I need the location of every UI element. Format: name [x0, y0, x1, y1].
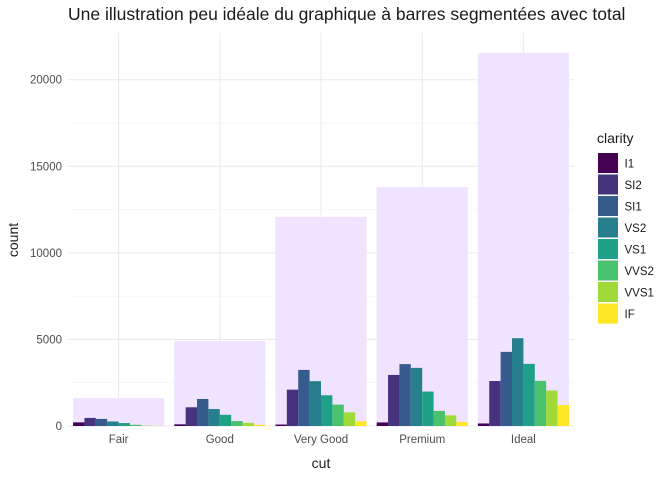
bar-very-good-si1	[298, 369, 310, 426]
bar-good-si1	[197, 398, 209, 426]
bar-fair-vs2	[107, 421, 119, 426]
bar-ideal-vvs2	[534, 380, 547, 426]
bar-good-vs2	[208, 409, 220, 426]
y-axis-title: count	[5, 223, 21, 257]
bar-premium-vs1	[422, 391, 434, 426]
bar-very-good-i1	[275, 424, 287, 426]
bar-ideal-vvs1	[546, 390, 558, 426]
bar-premium-si2	[388, 374, 400, 426]
legend-key-vvs2	[598, 260, 618, 281]
series-bars	[73, 338, 569, 426]
legend-title: clarity	[597, 130, 634, 146]
legend-key-vs2	[598, 217, 618, 238]
bar-good-vvs1	[242, 422, 254, 426]
bar-very-good-vs2	[309, 381, 321, 426]
legend-label-si1: SI1	[625, 201, 642, 213]
bar-ideal-si2	[489, 381, 501, 426]
bar-premium-vvs1	[444, 415, 457, 426]
x-axis-title: cut	[312, 455, 331, 471]
bar-premium-si1	[399, 364, 411, 426]
bar-premium-i1	[376, 422, 389, 426]
x-tick-label-premium: Premium	[399, 434, 445, 446]
x-tick-label-ideal: Ideal	[511, 434, 536, 446]
bar-good-i1	[174, 424, 186, 426]
bar-ideal-i1	[477, 423, 490, 426]
legend-key-si2	[598, 174, 618, 195]
legend-label-if: IF	[625, 309, 635, 321]
x-tick-label-good: Good	[206, 434, 234, 446]
legend-label-vs2: VS2	[625, 223, 647, 235]
bar-very-good-vs1	[321, 395, 333, 426]
bar-good-if	[253, 424, 266, 426]
bar-very-good-if	[355, 421, 367, 426]
bar-premium-vvs2	[433, 410, 445, 426]
bar-fair-si2	[84, 417, 96, 426]
bar-good-vvs2	[231, 421, 243, 426]
x-tick-label-fair: Fair	[109, 434, 129, 446]
legend-label-i1: I1	[625, 158, 635, 170]
bar-good-vs1	[219, 414, 232, 426]
bar-fair-si1	[95, 418, 108, 426]
legend-label-vvs1: VVS1	[625, 287, 654, 299]
bar-very-good-vvs2	[332, 404, 344, 426]
bar-premium-vs2	[410, 367, 423, 426]
bar-ideal-if	[557, 405, 569, 426]
y-axis-ticks: 0 5000 10000 15000 20000	[30, 75, 62, 433]
chart-title: Une illustration peu idéale du graphique…	[68, 4, 625, 24]
legend-key-if	[598, 303, 618, 324]
y-tick-label: 5000	[36, 334, 62, 346]
y-tick-label: 20000	[30, 75, 62, 87]
legend: clarity I1 SI2 SI1 VS2 VS1 VVS2 VVS1 IF	[597, 130, 654, 324]
y-tick-label: 10000	[30, 248, 62, 260]
bar-very-good-si2	[286, 389, 299, 426]
x-tick-label-very-good: Very Good	[294, 434, 348, 446]
legend-key-vvs1	[598, 282, 618, 302]
bar-fair-vs1	[118, 423, 130, 426]
legend-key-vs1	[598, 239, 618, 259]
legend-label-vs1: VS1	[625, 244, 647, 256]
x-axis-ticks: Fair Good Very Good Premium Ideal	[109, 434, 536, 446]
bar-fair-i1	[73, 422, 85, 426]
bar-fair-vvs2	[129, 424, 142, 426]
bar-premium-if	[456, 422, 468, 426]
bar-ideal-si1	[500, 351, 513, 426]
y-tick-label: 0	[56, 421, 62, 433]
legend-label-vvs2: VVS2	[625, 266, 654, 278]
legend-label-si2: SI2	[625, 180, 642, 192]
bar-good-si2	[185, 407, 198, 426]
bar-ideal-vs1	[523, 363, 535, 426]
legend-key-si1	[598, 196, 618, 216]
y-tick-label: 15000	[30, 161, 62, 173]
bar-very-good-vvs1	[343, 412, 356, 426]
legend-key-i1	[598, 153, 618, 173]
bar-ideal-vs2	[512, 338, 524, 426]
